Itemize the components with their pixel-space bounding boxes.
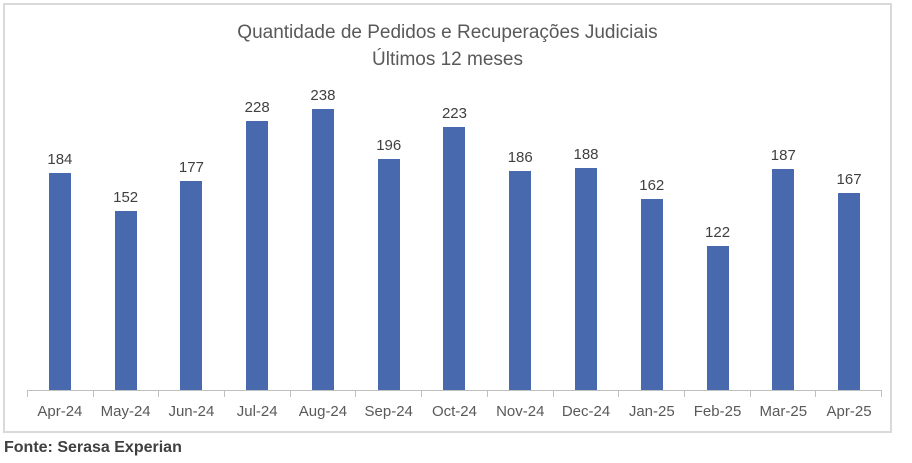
x-axis-label: Jul-24	[236, 403, 278, 420]
axis-tick	[289, 391, 356, 397]
x-axis-label: Apr-25	[826, 403, 872, 420]
axis-tick	[683, 391, 750, 397]
x-axis-label: Apr-24	[37, 403, 83, 420]
bar-value-label: 223	[441, 105, 467, 122]
bar	[706, 246, 729, 390]
bar	[377, 159, 400, 390]
bar-group: 228	[224, 100, 290, 390]
bar-value-label: 196	[376, 137, 402, 154]
axis-tick	[749, 391, 816, 397]
bar-group: 188	[553, 147, 619, 390]
bar	[48, 173, 71, 390]
axis-tick	[27, 391, 93, 397]
plot-area: 184 152 177 228 238 196 223 186 188 162 122 187 167	[27, 77, 882, 391]
axis-tick	[158, 391, 224, 397]
bar-value-label: 228	[244, 99, 270, 116]
bar-group: 223	[422, 106, 488, 390]
bar-value-label: 187	[770, 147, 796, 164]
bar-group: 152	[93, 190, 159, 390]
source-note: Fonte: Serasa Experian	[4, 439, 182, 456]
x-axis-label: Aug-24	[298, 403, 348, 420]
chart-frame: Quantidade de Pedidos e Recuperações Jud…	[3, 3, 892, 433]
bar	[246, 121, 269, 390]
bar-value-label: 177	[178, 159, 204, 176]
chart-title: Quantidade de Pedidos e Recuperações Jud…	[5, 19, 890, 73]
bar-value-label: 162	[639, 177, 665, 194]
bar	[509, 171, 532, 390]
x-axis-ticks	[27, 391, 882, 397]
bar-group: 167	[816, 172, 882, 390]
chart-title-line2: Últimos 12 meses	[372, 49, 523, 70]
bar-value-label: 167	[836, 171, 862, 188]
axis-tick	[815, 391, 882, 397]
x-axis-labels: Apr-24 May-24 Jun-24 Jul-24 Aug-24 Sep-24 Oct-…	[27, 403, 882, 421]
bar-value-label: 238	[310, 87, 336, 104]
x-axis-label: Sep-24	[364, 403, 413, 420]
bar	[311, 109, 334, 390]
bar-group: 162	[619, 178, 685, 390]
axis-tick	[355, 391, 421, 397]
x-axis-label: Oct-24	[431, 403, 477, 420]
bar-group: 184	[27, 152, 93, 390]
axis-tick	[486, 391, 553, 397]
bar-group: 177	[159, 160, 225, 390]
bar-value-label: 122	[705, 224, 731, 241]
axis-tick	[618, 391, 684, 397]
chart-title-line1: Quantidade de Pedidos e Recuperações Jud…	[237, 22, 658, 43]
bar	[772, 169, 795, 390]
bar-value-label: 186	[507, 149, 533, 166]
x-axis-label: Mar-25	[759, 403, 808, 420]
x-axis-label: Jan-25	[628, 403, 675, 420]
x-axis-label: May-24	[100, 403, 151, 420]
x-axis-label: Nov-24	[496, 403, 545, 420]
bar	[443, 127, 466, 390]
axis-tick	[92, 391, 159, 397]
bar-value-label: 188	[573, 146, 599, 163]
bar	[180, 181, 203, 390]
bar	[640, 199, 663, 390]
bar-group: 187	[750, 148, 816, 390]
bar-group: 238	[290, 88, 356, 390]
bar	[114, 211, 137, 390]
bar-value-label: 152	[113, 189, 139, 206]
bar	[838, 193, 861, 390]
bar-group: 196	[356, 138, 422, 390]
bar-group: 122	[685, 225, 751, 390]
bar	[575, 168, 597, 390]
x-axis-label: Jun-24	[168, 403, 215, 420]
axis-tick	[421, 391, 487, 397]
axis-tick	[552, 391, 619, 397]
bar-group: 186	[487, 150, 553, 390]
axis-tick	[224, 391, 290, 397]
bar-value-label: 184	[47, 151, 73, 168]
x-axis-label: Dec-24	[561, 403, 611, 420]
x-axis-label: Feb-25	[693, 403, 742, 420]
